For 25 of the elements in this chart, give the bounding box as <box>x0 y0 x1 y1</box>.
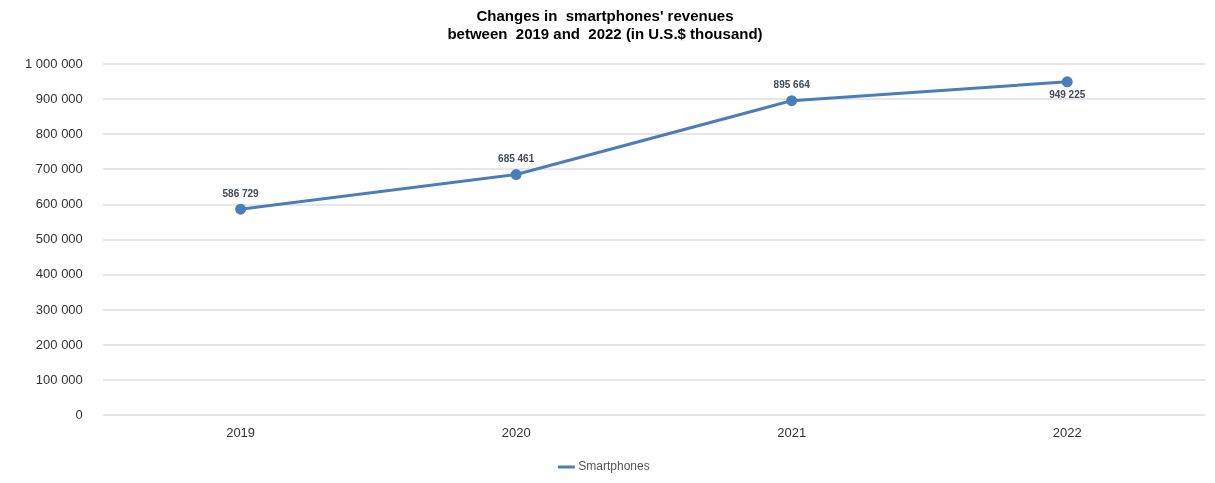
y-tick-label: 300 000 <box>35 301 83 317</box>
data-label: 685 461 <box>498 153 535 165</box>
data-label: 895 664 <box>773 79 811 91</box>
chart-title: Changes in smartphones' revenues between 2019 and 2022 (in U.S.$ thousand) <box>447 7 763 43</box>
point <box>1061 76 1073 88</box>
x-tick-label: 2019 <box>226 424 256 440</box>
y-tick-label: 200 000 <box>35 336 83 352</box>
legend-label: Smartphones <box>578 459 650 474</box>
y-tick-label: 0 <box>75 406 83 422</box>
x-tick-label: 2020 <box>501 424 531 440</box>
x-tick-label: 2021 <box>777 424 807 440</box>
y-tick-label: 1 000 000 <box>24 55 83 71</box>
point <box>786 95 798 107</box>
data-label: 586 729 <box>222 187 260 199</box>
point <box>235 203 247 215</box>
y-tick-label: 600 000 <box>35 196 83 212</box>
y-tick-label: 500 000 <box>35 231 83 247</box>
point <box>510 169 522 181</box>
data-label: 949 225 <box>1049 88 1086 100</box>
y-tick-label: 700 000 <box>35 161 83 176</box>
y-tick-label: 400 000 <box>35 266 83 282</box>
y-tick-label: 900 000 <box>35 90 83 106</box>
y-tick-label: 800 000 <box>35 125 83 141</box>
x-tick-label: 2022 <box>1052 424 1082 440</box>
y-tick-label: 100 000 <box>35 371 83 387</box>
